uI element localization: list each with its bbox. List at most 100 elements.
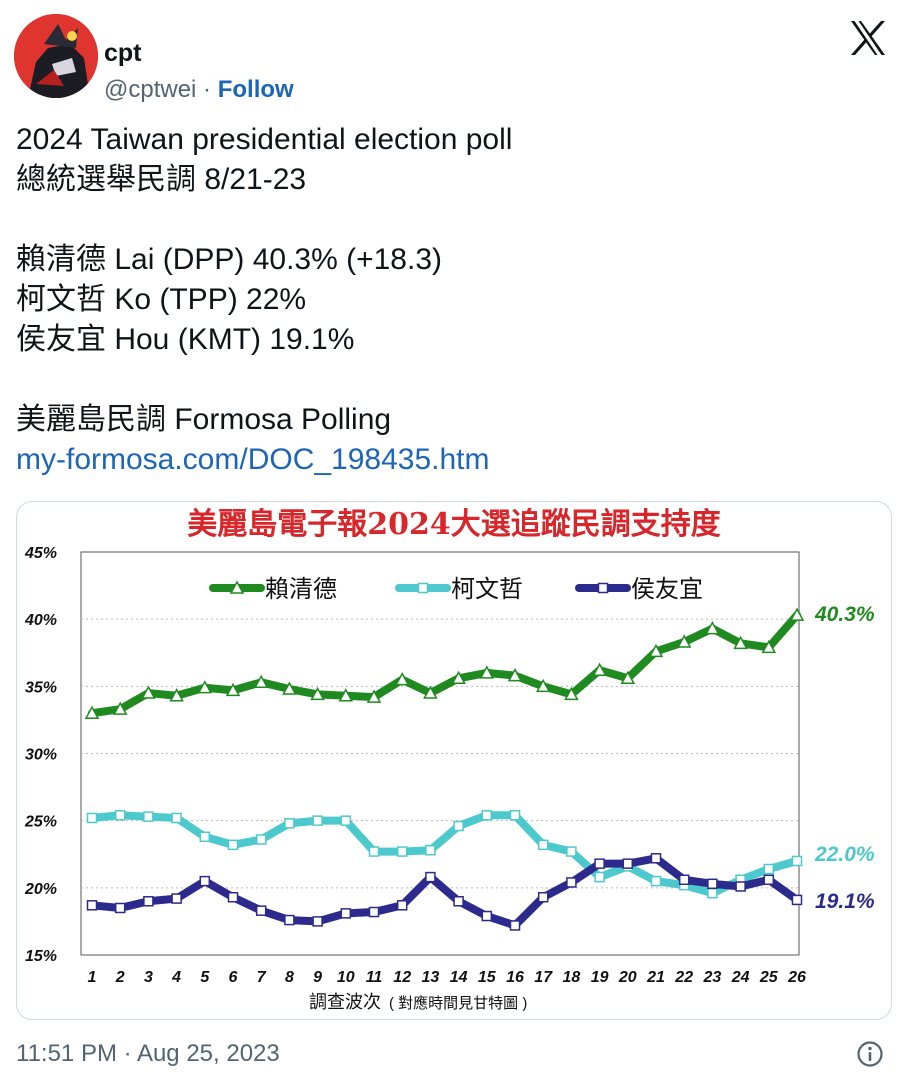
- data-point: [537, 839, 549, 851]
- data-point: [227, 891, 239, 903]
- handle-row: @cptwei · Follow: [104, 75, 294, 105]
- y-tick-label: 20%: [24, 881, 57, 898]
- data-point: [622, 858, 634, 869]
- legend-marker: [417, 582, 429, 594]
- data-point: [112, 701, 128, 715]
- data-point: [481, 810, 493, 821]
- data-point: [282, 681, 297, 695]
- x-tick-label: 4: [171, 969, 181, 986]
- data-point: [453, 820, 464, 832]
- data-point: [451, 670, 466, 685]
- data-point: [479, 665, 495, 679]
- data-point: [84, 705, 100, 719]
- data-point: [564, 686, 579, 701]
- data-point: [650, 875, 662, 887]
- tweet-line: 侯友宜 Hou (KMT) 19.1%: [16, 323, 355, 356]
- tweet-line: 總統選舉民調 8/21-23: [16, 163, 307, 196]
- data-point: [566, 846, 577, 857]
- x-tick-label: 5: [200, 969, 210, 986]
- tweet-line: 2024 Taiwan presidential election poll: [16, 123, 513, 156]
- tweet-header: cpt @cptwei · Follow: [14, 14, 896, 104]
- data-point: [312, 916, 323, 927]
- data-point: [310, 686, 325, 701]
- x-tick-label: 14: [450, 969, 468, 986]
- data-point: [648, 643, 664, 658]
- x-tick-label: 26: [787, 969, 806, 986]
- data-point: [705, 621, 720, 635]
- data-point: [199, 831, 211, 843]
- data-point: [425, 871, 436, 883]
- chart-image-card[interactable]: 美麗島電子報2024大選追蹤民調支持度 15% 20% 25% 30% 35% 40% 45%…: [16, 501, 892, 1020]
- data-point: [733, 635, 748, 650]
- data-point: [592, 662, 607, 676]
- x-tick-label: 19: [591, 969, 609, 986]
- x-tick-label: 12: [393, 969, 411, 986]
- author-handle[interactable]: @cptwei: [104, 76, 197, 103]
- data-point: [509, 920, 521, 931]
- data-point: [86, 900, 98, 911]
- author-name[interactable]: cpt: [104, 39, 142, 67]
- data-point: [86, 812, 98, 824]
- avatar[interactable]: [14, 14, 98, 98]
- data-point: [255, 905, 267, 916]
- info-icon[interactable]: [856, 1040, 884, 1068]
- x-tick-label: 7: [257, 969, 267, 986]
- data-point: [678, 874, 690, 886]
- x-tick-label: 21: [646, 969, 665, 986]
- data-point: [789, 607, 805, 621]
- tweet-blank-line: [16, 200, 896, 240]
- poll-chart: 美麗島電子報2024大選追蹤民調支持度 15% 20% 25% 30% 35% 40% 45%…: [24, 507, 875, 1012]
- data-point: [284, 818, 295, 829]
- y-tick-label: 35%: [25, 679, 57, 696]
- x-tick-label: 1: [88, 969, 97, 986]
- end-value-label: 19.1%: [815, 890, 875, 913]
- series-line: [88, 611, 801, 718]
- data-point: [366, 689, 382, 703]
- x-tick-label: 8: [285, 969, 294, 986]
- end-value-label: 22.0%: [814, 843, 875, 866]
- data-point: [338, 688, 354, 702]
- series-line: [88, 854, 801, 930]
- x-logo-icon[interactable]: [848, 18, 888, 58]
- data-point: [394, 672, 410, 686]
- tweet-line: 柯文哲 Ko (TPP) 22%: [16, 283, 307, 316]
- tweet-link[interactable]: my-formosa.com/DOC_198435.htm: [16, 443, 490, 476]
- data-point: [594, 871, 605, 883]
- data-point: [620, 670, 636, 685]
- data-point: [368, 906, 380, 918]
- data-point: [507, 668, 523, 682]
- x-tick-label: 22: [674, 969, 693, 986]
- x-axis-note: ( 對應時間見甘特圖 ): [389, 994, 527, 1012]
- data-point: [253, 674, 269, 689]
- data-point: [791, 855, 803, 867]
- data-point: [143, 896, 154, 907]
- data-point: [227, 839, 239, 851]
- data-point: [114, 902, 126, 914]
- data-point: [735, 881, 746, 892]
- data-point: [594, 858, 605, 869]
- data-point: [509, 810, 521, 821]
- tweet-blank-line: [16, 360, 896, 400]
- data-point: [284, 914, 295, 926]
- x-tick-label: 18: [563, 969, 581, 986]
- data-point: [340, 908, 352, 919]
- legend-marker: [597, 582, 609, 594]
- y-tick-label: 45%: [24, 545, 57, 562]
- data-point: [763, 874, 775, 886]
- follow-button[interactable]: Follow: [217, 76, 294, 103]
- y-tick-label: 40%: [24, 612, 57, 629]
- data-point: [171, 893, 182, 904]
- tweet-line: 美麗島民調 Formosa Polling: [16, 403, 392, 436]
- tweet-text: 2024 Taiwan presidential election poll 總…: [16, 120, 896, 480]
- x-tick-label: 25: [759, 969, 779, 986]
- x-tick-label: 16: [506, 969, 524, 986]
- data-point: [535, 678, 551, 693]
- y-tick-label: 30%: [25, 747, 57, 764]
- data-point: [396, 846, 408, 857]
- timestamp[interactable]: 11:51 PM · Aug 25, 2023: [16, 1040, 280, 1067]
- legend-label: 侯友宜: [631, 576, 703, 603]
- tweet-line: 賴清德 Lai (DPP) 40.3% (+18.3): [16, 243, 442, 276]
- x-tick-label: 2: [115, 969, 125, 986]
- data-point: [761, 639, 777, 654]
- data-point: [453, 896, 464, 907]
